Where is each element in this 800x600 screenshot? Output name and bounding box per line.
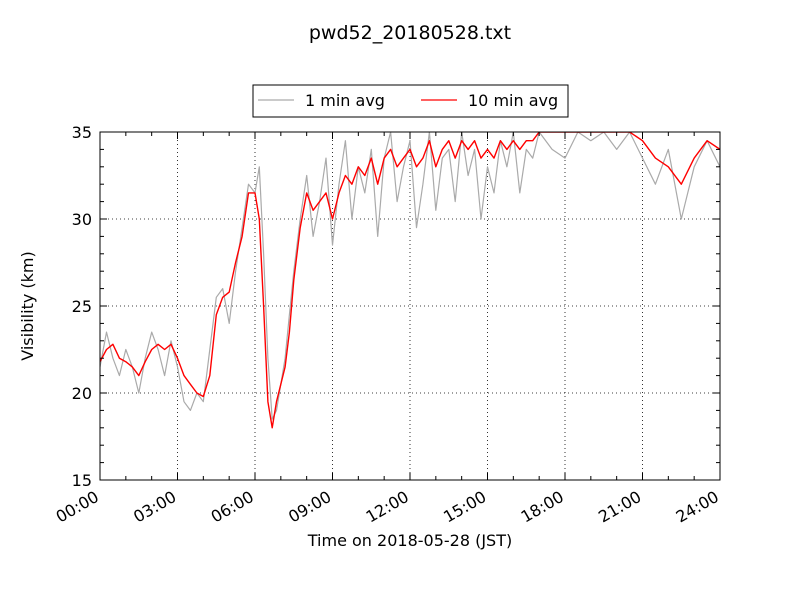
y-tick-label: 35 (72, 123, 92, 142)
y-tick-label: 20 (72, 384, 92, 403)
chart-title: pwd52_20180528.txt (309, 22, 511, 44)
y-axis-label: Visibility (km) (18, 251, 37, 360)
legend-box (252, 84, 569, 118)
legend: 1 min avg 10 min avg (252, 84, 569, 118)
legend-label-10-min-avg: 10 min avg (468, 91, 558, 110)
y-tick-label: 25 (72, 297, 92, 316)
x-axis-label: Time on 2018-05-28 (JST) (307, 531, 512, 550)
y-tick-labels: 15 20 25 30 35 (72, 123, 92, 490)
series-line-1-min-avg (100, 132, 720, 420)
legend-label-1-min-avg: 1 min avg (305, 91, 385, 110)
series-line-10-min-avg (100, 132, 720, 429)
y-tick-label: 30 (72, 210, 92, 229)
y-tick-label: 15 (72, 471, 92, 490)
axis-ticks (99, 131, 721, 481)
series-layer (100, 132, 720, 429)
